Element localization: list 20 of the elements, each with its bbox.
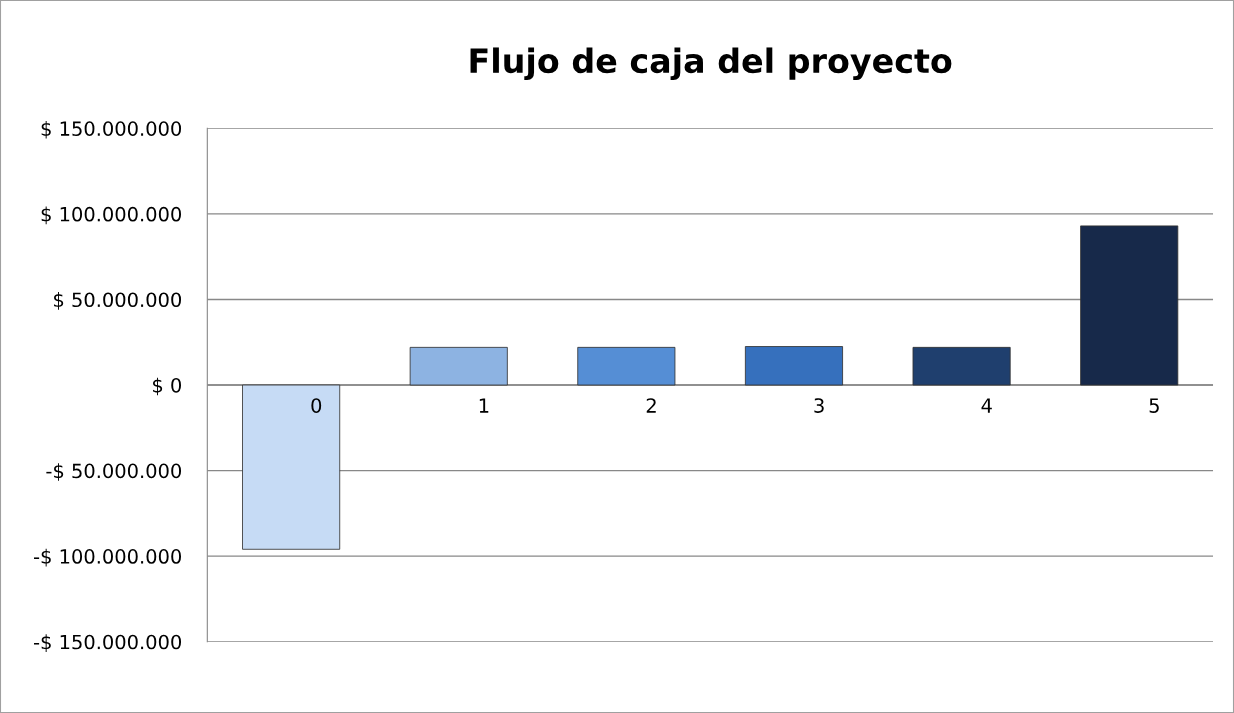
- y-tick-label: $ 100.000.000: [41, 206, 182, 225]
- bar: [1080, 225, 1179, 386]
- y-tick-label: $ 50.000.000: [54, 292, 182, 310]
- bar: [409, 346, 508, 386]
- x-tick-label: 5: [1149, 398, 1159, 413]
- bar: [577, 346, 676, 386]
- x-tick-label: 1: [479, 398, 489, 413]
- x-tick-label: 0: [311, 398, 322, 413]
- x-tick-label: 2: [646, 398, 656, 413]
- chart-title: Flujo de caja del proyecto: [470, 47, 952, 80]
- y-tick-label: $ 150.000.000: [41, 120, 182, 139]
- bar: [242, 384, 341, 550]
- bar: [744, 346, 844, 386]
- x-tick-label: 4: [981, 398, 992, 413]
- y-tick-label: -$ 100.000.000: [33, 548, 182, 567]
- y-tick-label: -$ 50.000.000: [46, 463, 182, 481]
- bar: [912, 346, 1011, 386]
- x-tick-label: 3: [814, 398, 824, 413]
- y-tick-label: $ 0: [153, 377, 182, 396]
- y-tick-label: -$ 150.000.000: [33, 634, 182, 652]
